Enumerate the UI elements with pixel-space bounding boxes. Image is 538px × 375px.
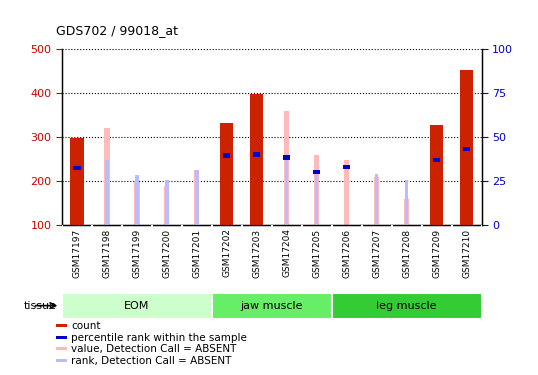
- Bar: [315, 171, 318, 225]
- Bar: [250, 94, 264, 225]
- Bar: [463, 147, 470, 152]
- Text: tissue: tissue: [24, 301, 56, 310]
- Text: value, Detection Call = ABSENT: value, Detection Call = ABSENT: [71, 344, 237, 354]
- Bar: [55, 359, 67, 362]
- Bar: [62, 292, 212, 319]
- Text: GSM17208: GSM17208: [402, 228, 411, 278]
- Bar: [285, 158, 288, 225]
- Bar: [344, 160, 349, 225]
- Bar: [212, 292, 331, 319]
- Text: GSM17209: GSM17209: [432, 228, 441, 278]
- Bar: [284, 111, 289, 225]
- Bar: [343, 165, 350, 169]
- Text: leg muscle: leg muscle: [376, 301, 437, 310]
- Text: GSM17206: GSM17206: [342, 228, 351, 278]
- Bar: [73, 165, 81, 170]
- Text: EOM: EOM: [124, 301, 150, 310]
- Text: GSM17197: GSM17197: [72, 228, 81, 278]
- Bar: [135, 175, 139, 225]
- Bar: [105, 160, 109, 225]
- Bar: [165, 180, 168, 225]
- Text: count: count: [71, 321, 101, 331]
- Text: GSM17201: GSM17201: [192, 228, 201, 278]
- Text: jaw muscle: jaw muscle: [240, 301, 303, 310]
- Bar: [104, 128, 110, 225]
- Text: GDS702 / 99018_at: GDS702 / 99018_at: [56, 24, 179, 38]
- Bar: [134, 182, 139, 225]
- Text: GSM17205: GSM17205: [312, 228, 321, 278]
- Bar: [195, 170, 199, 225]
- Bar: [374, 177, 379, 225]
- Bar: [220, 123, 233, 225]
- Text: GSM17202: GSM17202: [222, 228, 231, 278]
- Bar: [70, 138, 83, 225]
- Text: GSM17198: GSM17198: [102, 228, 111, 278]
- Bar: [331, 292, 482, 319]
- Text: GSM17200: GSM17200: [162, 228, 171, 278]
- Bar: [223, 153, 230, 158]
- Text: percentile rank within the sample: percentile rank within the sample: [71, 333, 247, 343]
- Bar: [433, 158, 440, 162]
- Bar: [313, 170, 320, 174]
- Bar: [314, 155, 320, 225]
- Text: GSM17204: GSM17204: [282, 228, 291, 278]
- Bar: [375, 174, 378, 225]
- Bar: [430, 124, 443, 225]
- Bar: [253, 152, 260, 157]
- Text: GSM17207: GSM17207: [372, 228, 381, 278]
- Bar: [405, 180, 408, 225]
- Bar: [460, 70, 473, 225]
- Text: GSM17199: GSM17199: [132, 228, 141, 278]
- Text: GSM17203: GSM17203: [252, 228, 261, 278]
- Bar: [55, 336, 67, 339]
- Bar: [55, 324, 67, 327]
- Bar: [283, 155, 291, 160]
- Bar: [164, 186, 169, 225]
- Bar: [194, 170, 200, 225]
- Bar: [55, 347, 67, 350]
- Text: GSM17210: GSM17210: [462, 228, 471, 278]
- Text: rank, Detection Call = ABSENT: rank, Detection Call = ABSENT: [71, 356, 231, 366]
- Bar: [404, 200, 409, 225]
